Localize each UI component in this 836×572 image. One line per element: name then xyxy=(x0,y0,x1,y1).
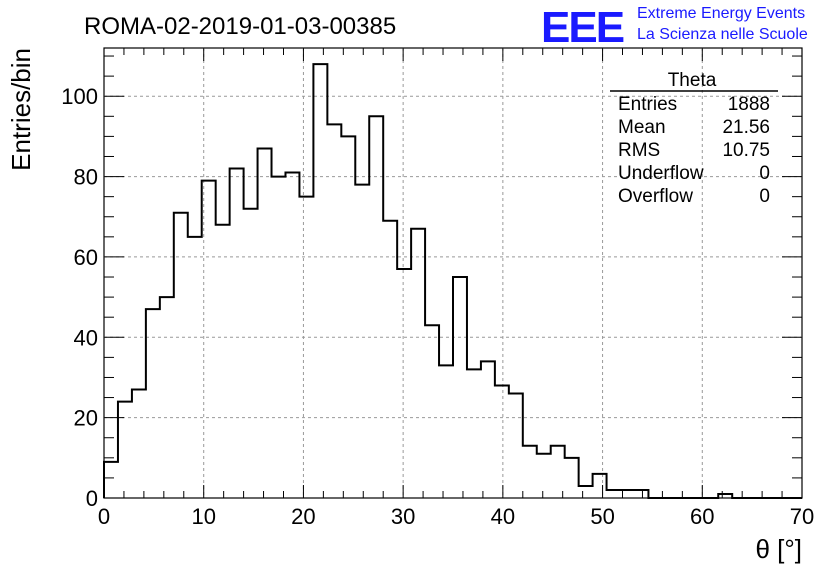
x-tick-label: 60 xyxy=(690,504,714,529)
stats-entries-label: Entries xyxy=(618,94,677,115)
histogram-bin xyxy=(425,325,439,498)
histogram-bin xyxy=(439,365,453,498)
y-tick-label: 100 xyxy=(61,84,98,109)
histogram-step-line xyxy=(103,63,802,499)
y-tick-label: 40 xyxy=(74,325,98,350)
histogram-bin xyxy=(607,490,621,498)
histogram-bin xyxy=(244,209,258,498)
histogram-bin xyxy=(523,446,537,498)
stats-overflow-value: 0 xyxy=(759,186,770,207)
histogram-bin xyxy=(299,197,313,498)
histogram-bin xyxy=(202,181,216,498)
stats-rms-label: RMS xyxy=(618,140,660,161)
histogram-bin xyxy=(383,221,397,498)
histogram-bin xyxy=(146,309,160,498)
histogram-bin xyxy=(411,229,425,498)
histogram-bin xyxy=(341,136,355,498)
histogram-bin xyxy=(718,494,732,498)
histogram-bin xyxy=(565,458,579,498)
x-axis-label: θ [°] xyxy=(755,534,802,564)
x-tick-label: 50 xyxy=(590,504,614,529)
histogram-bin xyxy=(579,486,593,498)
histogram-bin xyxy=(132,390,146,498)
histogram-bin xyxy=(160,297,174,498)
y-tick-label: 80 xyxy=(74,165,98,190)
histogram-bin xyxy=(397,269,411,498)
histogram-bin xyxy=(104,462,118,498)
x-tick-label: 0 xyxy=(98,504,110,529)
histogram-bin xyxy=(355,185,369,498)
histogram-bin xyxy=(118,402,132,498)
histogram-bin xyxy=(313,64,327,498)
stats-entries-value: 1888 xyxy=(728,94,770,115)
y-axis-label: Entries/bin xyxy=(6,48,36,171)
stats-mean-value: 21.56 xyxy=(722,117,770,138)
histogram-bin xyxy=(634,490,648,498)
stats-title: Theta xyxy=(668,70,717,91)
histogram-bin xyxy=(369,116,383,498)
histogram-bin xyxy=(285,173,299,498)
histogram-bin xyxy=(551,446,565,498)
y-tick-label: 20 xyxy=(74,406,98,431)
histogram-bin xyxy=(593,474,607,498)
plot-frame xyxy=(103,47,803,499)
histogram-bin xyxy=(216,225,230,498)
histogram-bin xyxy=(453,277,467,498)
histogram-bin xyxy=(495,386,509,499)
y-tick-label: 60 xyxy=(74,245,98,270)
x-tick-label: 10 xyxy=(191,504,215,529)
histogram-bin xyxy=(174,213,188,498)
eee-logo-line2: La Scienza nelle Scuole xyxy=(637,26,808,43)
stats-box: Theta Entries 1888 Mean 21.56 RMS 10.75 … xyxy=(610,70,778,207)
histogram-bin xyxy=(327,124,341,498)
histogram-bin xyxy=(481,361,495,498)
x-tick-label: 40 xyxy=(491,504,515,529)
histogram-bin xyxy=(258,148,272,498)
histogram-bin xyxy=(509,394,523,498)
chart-title: ROMA-02-2019-01-03-00385 xyxy=(84,13,396,40)
x-tick-label: 70 xyxy=(790,504,814,529)
y-tick-label: 0 xyxy=(86,486,98,511)
stats-overflow-label: Overflow xyxy=(618,186,693,207)
histogram-bin xyxy=(272,177,286,498)
histogram-bin xyxy=(188,237,202,498)
eee-logo-mark: EEE xyxy=(541,3,624,52)
eee-logo-line1: Extreme Energy Events xyxy=(637,5,805,22)
eee-logo: EEE Extreme Energy Events La Scienza nel… xyxy=(541,3,808,52)
stats-mean-label: Mean xyxy=(618,117,666,138)
histogram-bin xyxy=(467,369,481,498)
x-tick-label: 20 xyxy=(291,504,315,529)
tick-labels: 0 10 20 30 40 50 60 70 0 20 40 60 80 100 xyxy=(61,84,814,529)
histogram-bin xyxy=(230,169,244,498)
stats-underflow-label: Underflow xyxy=(618,163,704,184)
histogram-bin xyxy=(537,454,551,498)
stats-rms-value: 10.75 xyxy=(722,140,770,161)
histogram-bin xyxy=(621,490,635,498)
x-tick-label: 30 xyxy=(391,504,415,529)
stats-underflow-value: 0 xyxy=(759,163,770,184)
